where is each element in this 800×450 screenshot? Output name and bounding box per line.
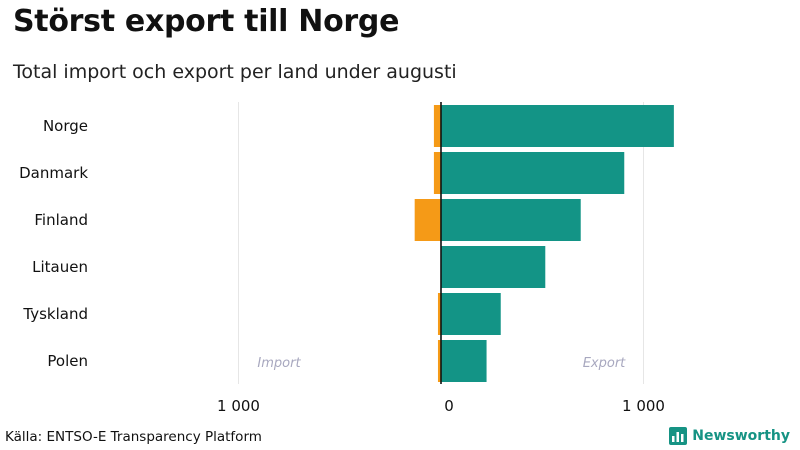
x-tick-label-1: 0: [444, 397, 454, 415]
import-bar-tyskland: [437, 293, 441, 335]
category-label-danmark: Danmark: [19, 164, 88, 182]
import-bar-norge: [433, 105, 441, 147]
x-tick-label-2: 1 000: [622, 397, 665, 415]
import-bar-danmark: [433, 152, 441, 194]
export-bar-finland: [441, 199, 581, 241]
source-note: Källa: ENTSO-E Transparency Platform: [5, 429, 262, 445]
export-bar-tyskland: [441, 293, 501, 335]
category-label-norge: Norge: [43, 117, 88, 135]
export-bar-norge: [441, 105, 674, 147]
category-label-litauen: Litauen: [32, 258, 88, 276]
export-annotation: Export: [583, 356, 626, 371]
import-annotation: Import: [257, 356, 301, 371]
export-bar-litauen: [441, 246, 546, 288]
import-bar-finland: [414, 199, 441, 241]
chart-subtitle: Total import och export per land under a…: [13, 61, 457, 83]
category-label-polen: Polen: [47, 352, 88, 370]
brand-name: Newsworthy: [692, 428, 790, 444]
newsworthy-brand[interactable]: Newsworthy: [669, 427, 790, 445]
newsworthy-logo-icon: [669, 427, 688, 445]
category-label-finland: Finland: [34, 211, 88, 229]
export-bar-polen: [441, 340, 487, 382]
category-label-tyskland: Tyskland: [22, 305, 88, 323]
x-tick-label-0: 1 000: [217, 397, 260, 415]
chart-title: Störst export till Norge: [13, 4, 400, 39]
export-bar-danmark: [441, 152, 625, 194]
import-bar-polen: [437, 340, 441, 382]
